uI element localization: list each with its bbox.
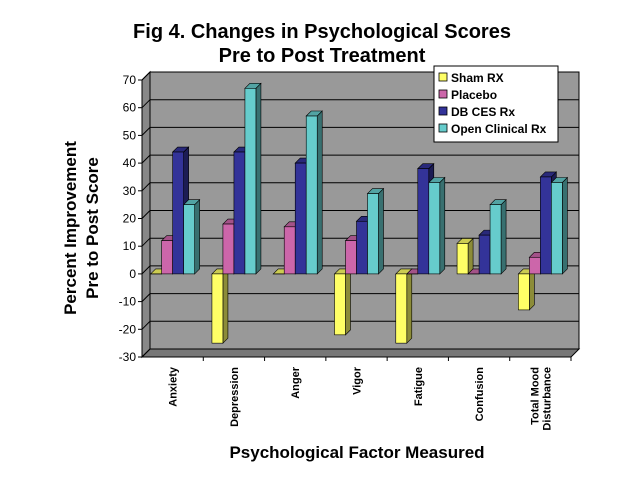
bars xyxy=(149,82,569,344)
x-category-label: Anxiety xyxy=(168,366,180,407)
chart-title: Fig 4. Changes in Psychological ScoresPr… xyxy=(133,21,511,67)
y-axis-ticks: -30 -20 -10 0 10 20 30 40 50 60 70 xyxy=(119,73,142,364)
legend-swatch xyxy=(438,72,448,82)
y-tick-label: 60 xyxy=(123,101,137,115)
bar xyxy=(517,268,536,311)
bar xyxy=(428,176,446,275)
x-category-label: Disturbance xyxy=(541,367,553,431)
legend-label: Sham RX xyxy=(451,71,504,85)
legend-label: Open Clinical Rx xyxy=(451,122,547,136)
legend-label: Placebo xyxy=(451,88,497,102)
bar xyxy=(333,268,352,336)
y-tick-label: 0 xyxy=(129,267,136,281)
bar xyxy=(211,268,229,344)
y-tick-label: -10 xyxy=(119,295,137,309)
bar xyxy=(550,176,569,275)
gridline xyxy=(141,320,579,330)
y-axis-title: Percent Improvement Pre to Post Score xyxy=(61,141,102,315)
legend-swatch xyxy=(438,123,448,133)
y-tick-label: 50 xyxy=(123,128,137,142)
legend-swatch xyxy=(438,106,448,116)
bar xyxy=(395,268,413,344)
bar xyxy=(182,198,201,275)
bar xyxy=(244,82,262,275)
x-axis-title: Psychological Factor Measured xyxy=(229,443,484,462)
bar xyxy=(305,110,323,275)
gridline xyxy=(141,293,579,302)
legend-box xyxy=(433,65,559,143)
x-category-label: Total Mood xyxy=(529,367,541,425)
y-tick-label: 30 xyxy=(123,184,137,198)
x-category-label: Anger xyxy=(290,366,302,399)
y-axis-title-line: Percent Improvement xyxy=(61,141,80,315)
bar xyxy=(489,198,507,275)
gridline xyxy=(141,154,579,164)
bar xyxy=(366,187,385,275)
x-category-label: Depression xyxy=(229,367,241,427)
y-tick-label: 40 xyxy=(123,156,137,170)
legend: Sham RX Placebo DB CES Rx Open Clinical Rx xyxy=(433,65,559,143)
y-tick-label: 70 xyxy=(123,73,137,87)
gridline xyxy=(141,348,579,358)
x-category-label: Fatigue xyxy=(413,367,425,406)
y-tick-label: 10 xyxy=(123,239,137,253)
x-axis-categories: Anxiety Depression Anger Vigor Fatigue Confus… xyxy=(168,357,572,431)
chart-title-line: Pre to Post Treatment xyxy=(219,45,426,67)
legend-label: DB CES Rx xyxy=(451,105,515,119)
x-axis-title: Psychological Factor Measured xyxy=(229,443,484,462)
y-axis-title-line: Pre to Post Score xyxy=(83,157,102,299)
chart-title-line: Fig 4. Changes in Psychological Scores xyxy=(133,21,511,43)
x-category-label: Vigor xyxy=(352,366,364,395)
y-tick-label: -20 xyxy=(119,322,137,336)
x-category-label: Confusion xyxy=(474,367,486,422)
y-tick-label: 20 xyxy=(123,212,137,226)
bar xyxy=(456,237,474,275)
y-tick-label: -30 xyxy=(119,350,137,364)
legend-swatch xyxy=(438,89,448,99)
plot-floor xyxy=(140,348,581,358)
